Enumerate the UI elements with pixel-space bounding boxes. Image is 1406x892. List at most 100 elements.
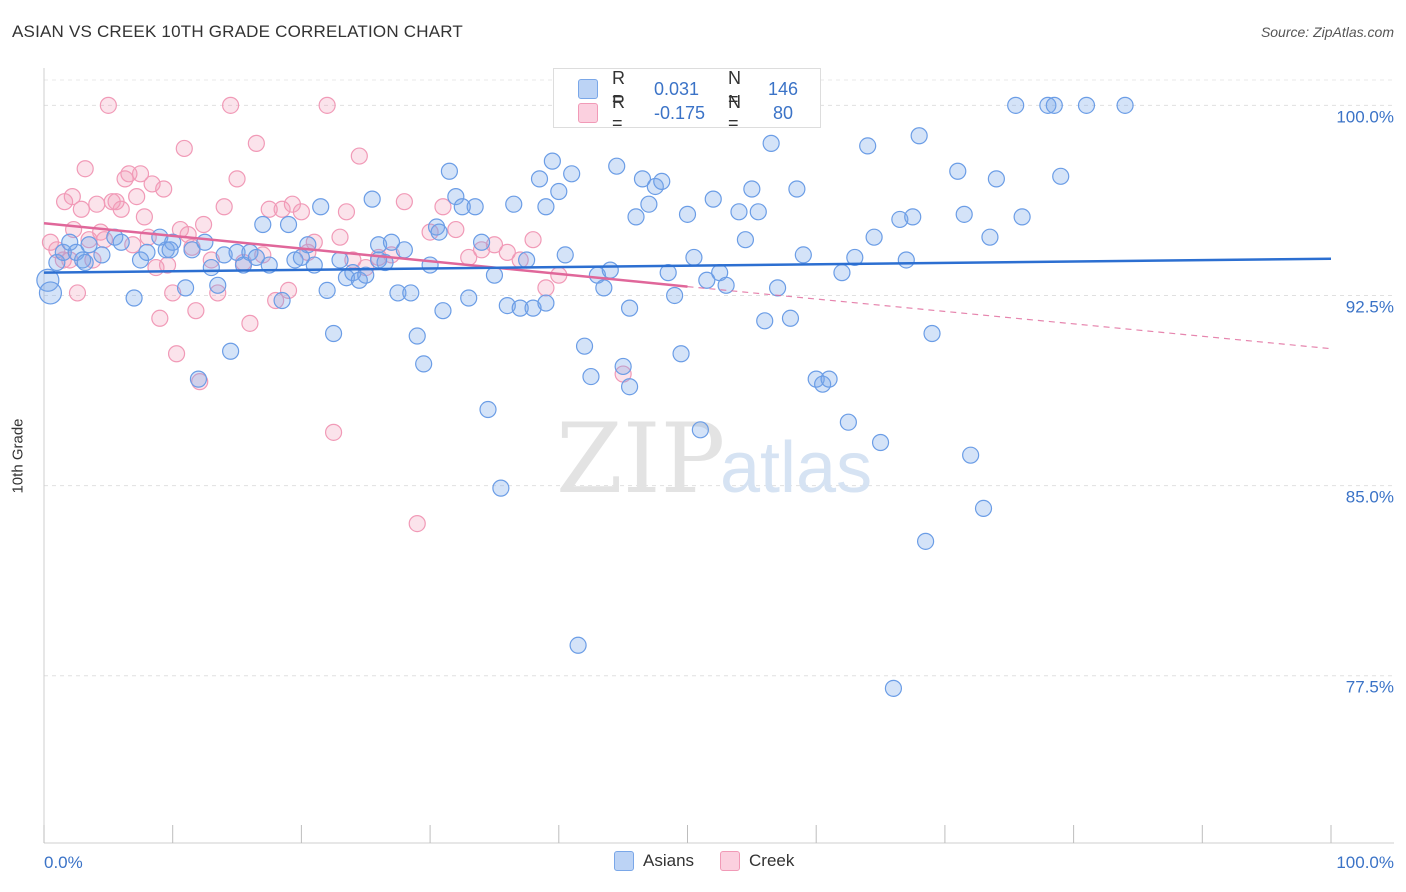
creek-point <box>279 281 298 299</box>
asian-point <box>788 180 806 198</box>
asian-point <box>749 203 767 221</box>
asian-point <box>183 241 201 259</box>
asian-point <box>743 180 761 198</box>
creek-point <box>395 193 413 211</box>
asian-point <box>434 302 452 320</box>
asian-point <box>247 248 265 267</box>
creek-point <box>524 231 542 249</box>
creek-point <box>112 200 130 218</box>
creek-point <box>76 160 94 178</box>
asian-point <box>1045 96 1063 114</box>
asian-point <box>125 289 143 307</box>
asian-point <box>620 378 639 396</box>
creek-point <box>88 195 106 213</box>
asian-point <box>736 231 755 249</box>
asian-point <box>331 251 349 269</box>
creek-point <box>408 515 426 533</box>
asian-point <box>48 253 66 272</box>
creek-point <box>135 208 153 226</box>
asian-point <box>209 276 227 294</box>
asian-point <box>389 284 407 302</box>
asian-point <box>61 233 79 251</box>
creek-point <box>63 188 81 206</box>
creek-point <box>273 200 291 218</box>
legend-item-creek[interactable]: Creek <box>720 851 794 871</box>
correlation-legend: R = 0.031 N = 146 R = -0.175 N = 80 <box>553 68 821 133</box>
asian-point <box>1013 208 1031 226</box>
creek-point <box>498 243 516 261</box>
asian-point <box>846 248 864 267</box>
asian-point <box>505 195 523 213</box>
asian-point <box>762 134 780 152</box>
asian-point <box>653 172 671 190</box>
creek-point <box>324 423 343 441</box>
asian-point <box>910 127 928 145</box>
n-label: N = <box>728 68 741 109</box>
creek-point <box>485 236 504 254</box>
creek-point <box>447 220 465 239</box>
asian-point <box>1039 96 1057 114</box>
asian-point <box>691 421 709 439</box>
asian-point <box>472 233 491 251</box>
asian-point <box>80 236 98 254</box>
y-tick-label: 77.5% <box>1346 678 1394 697</box>
creek-trend-line <box>43 221 688 288</box>
asian-point <box>524 299 542 317</box>
creek-point <box>131 165 150 183</box>
legend-item-asians[interactable]: Asians <box>614 851 694 871</box>
creek-point <box>215 198 233 216</box>
y-tick-label: 92.5% <box>1346 297 1394 316</box>
n-label: N = <box>728 92 741 133</box>
asian-point <box>292 248 310 267</box>
creek-point <box>267 291 285 310</box>
asian-point <box>382 233 401 251</box>
creek-point <box>350 147 368 165</box>
creek-point <box>128 188 146 206</box>
creek-trend-extension <box>687 285 1332 350</box>
asian-point <box>614 357 632 376</box>
asian-point <box>511 299 529 317</box>
asian-point <box>904 208 922 226</box>
asian-point <box>415 355 433 373</box>
asian-point <box>717 276 735 294</box>
asian-point <box>698 271 716 289</box>
asian-point <box>492 479 510 497</box>
n-value: 146 <box>768 78 799 99</box>
asian-point <box>582 367 600 386</box>
creek-point <box>164 284 182 302</box>
asian-point <box>1052 167 1070 185</box>
asian-point <box>833 264 851 282</box>
asian-point <box>498 297 516 315</box>
asian-point <box>273 291 291 310</box>
asian-point <box>537 198 555 216</box>
legend-label: Asians <box>643 851 695 870</box>
asian-point <box>678 205 697 223</box>
asian-point <box>865 228 883 246</box>
creek-point <box>318 96 336 114</box>
creek-point <box>344 251 362 269</box>
asian-point <box>202 258 220 277</box>
creek-point <box>99 96 117 114</box>
asian-point <box>38 281 63 305</box>
asian-point <box>138 243 156 261</box>
asian-point <box>440 162 459 180</box>
creek-point <box>247 134 265 152</box>
asian-point <box>685 248 703 267</box>
r-label: R = <box>612 92 625 133</box>
asian-point <box>672 345 690 363</box>
asian-point <box>563 165 581 183</box>
asian-point <box>254 215 272 234</box>
asian-trend-line <box>43 257 1332 274</box>
asian-point <box>627 208 645 226</box>
asian-point <box>430 223 448 241</box>
asian-point <box>161 241 179 259</box>
asian-point <box>595 279 613 297</box>
asian-point <box>608 157 626 175</box>
asian-point <box>620 299 639 317</box>
asian-point <box>756 312 774 330</box>
creek-point <box>228 170 246 188</box>
asian-point <box>518 251 536 269</box>
source-label: Source: ZipAtlas.com <box>1260 24 1394 40</box>
asian-point <box>312 198 330 216</box>
